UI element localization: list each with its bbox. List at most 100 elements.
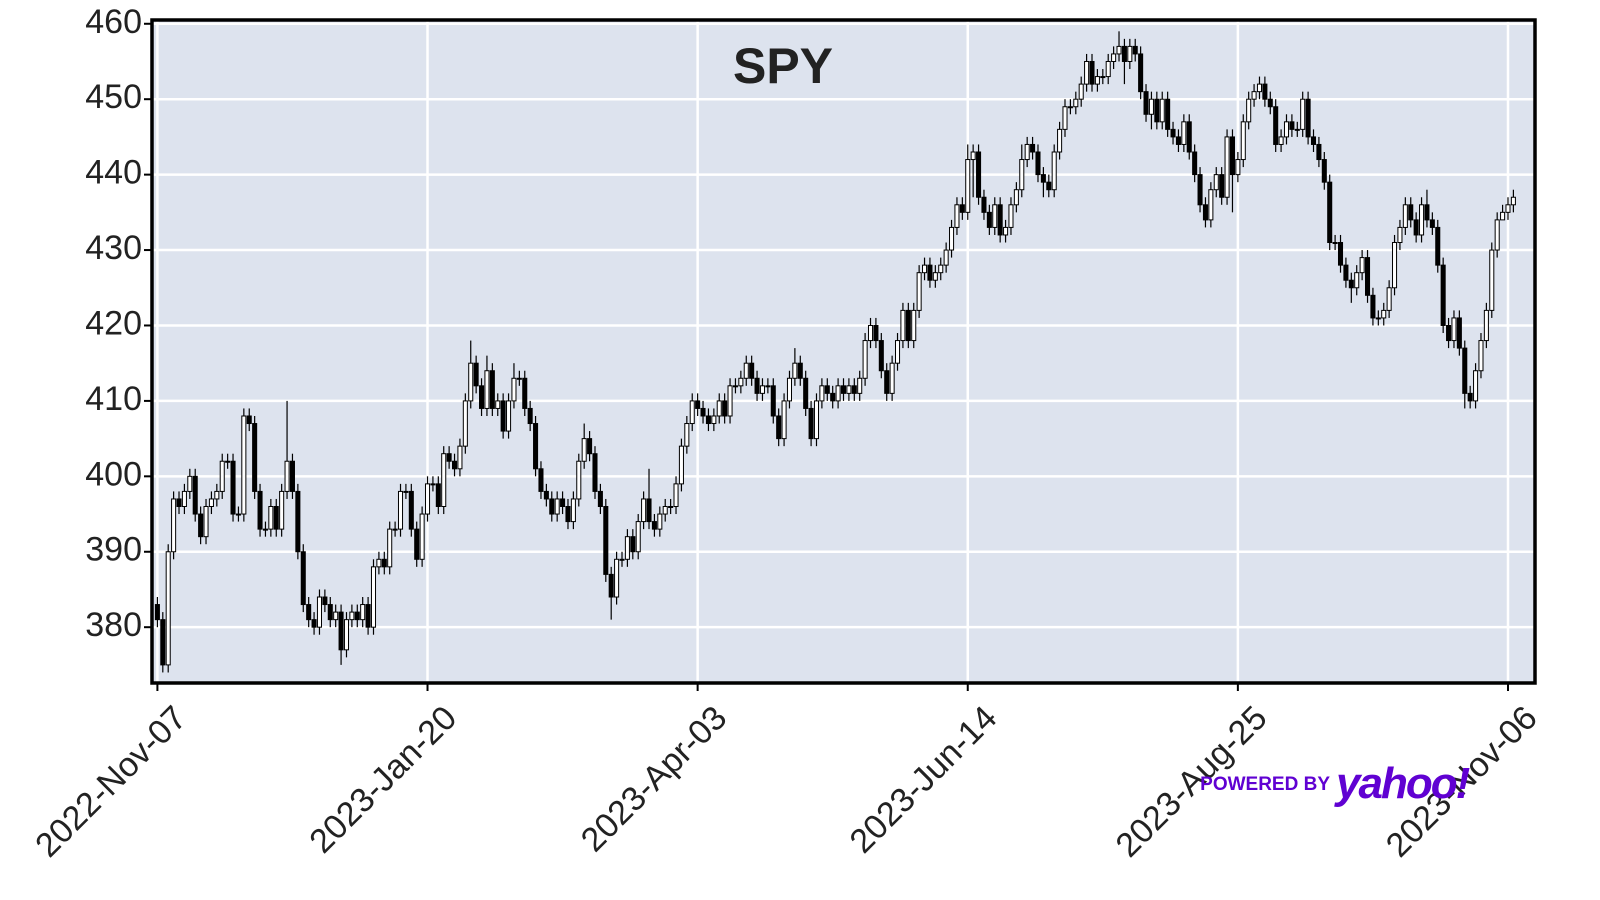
candle-body	[533, 423, 539, 470]
candle-body	[1473, 370, 1479, 402]
candle-body	[765, 385, 771, 388]
candle-body	[214, 490, 220, 500]
candle-body	[1040, 174, 1046, 183]
candle-body	[1094, 76, 1100, 85]
candle-body	[1354, 272, 1360, 289]
candle-body	[295, 490, 301, 553]
candle-body	[1429, 219, 1435, 228]
candle-body	[1073, 98, 1079, 108]
candle-body	[554, 498, 560, 515]
x-tick-label: 2023-Apr-03	[574, 699, 735, 860]
candle-body	[452, 460, 458, 470]
candle-body	[635, 521, 641, 553]
candle-body	[246, 415, 252, 425]
candle-body	[479, 385, 485, 409]
candle-body	[192, 475, 198, 515]
candle-body	[241, 415, 247, 515]
candle-body	[813, 400, 820, 440]
candle-body	[484, 370, 490, 409]
candle-body	[722, 400, 728, 417]
candle-body	[916, 272, 922, 311]
candle-body	[1332, 242, 1338, 245]
candle-body	[1224, 136, 1230, 198]
candle-body	[824, 385, 830, 394]
candle-body	[576, 460, 582, 500]
candle-body	[684, 423, 690, 447]
candle-body	[992, 204, 998, 228]
candle-body	[1121, 45, 1127, 62]
candle-body	[1494, 219, 1500, 251]
candle-body	[252, 423, 258, 492]
candle-body	[462, 400, 468, 447]
candle-body	[1370, 294, 1376, 319]
candle-body	[365, 604, 371, 628]
candle-body	[1235, 159, 1241, 176]
candle-body	[905, 309, 911, 342]
y-tick-label: 400	[85, 455, 142, 493]
candle-body	[1489, 249, 1495, 311]
candle-body	[181, 490, 187, 508]
candle-body	[376, 558, 382, 568]
candle-body	[1213, 174, 1219, 191]
chart-title: SPY	[733, 38, 833, 94]
candle-body	[705, 415, 711, 425]
candle-body	[154, 604, 160, 621]
y-tick-label: 460	[85, 3, 142, 41]
candle-body	[219, 460, 225, 492]
x-tick-label: 2023-Jan-20	[302, 699, 464, 861]
candle-body	[322, 596, 328, 606]
candle-body	[1365, 257, 1371, 296]
candle-body	[678, 445, 684, 485]
candle-body	[327, 604, 333, 621]
candle-body	[1138, 53, 1144, 93]
candle-body	[1462, 347, 1468, 394]
candle-body	[592, 453, 598, 492]
candle-body	[668, 506, 674, 509]
candle-body	[300, 551, 306, 606]
candle-body	[614, 558, 620, 598]
candle-body	[268, 506, 274, 530]
candle-body	[776, 415, 782, 440]
plot-background	[152, 20, 1535, 683]
candle-body	[1148, 98, 1154, 115]
candle-body	[1170, 128, 1176, 138]
candle-body	[306, 604, 312, 621]
candle-body	[516, 377, 522, 380]
candle-body	[473, 362, 479, 387]
candle-body	[1019, 159, 1025, 191]
candle-body	[203, 506, 209, 538]
y-tick-label: 430	[85, 229, 142, 267]
candle-body	[1035, 151, 1041, 176]
candle-body	[1413, 219, 1419, 236]
candle-body	[641, 498, 647, 523]
candle-body	[651, 521, 657, 530]
attribution-prefix: POWERED BY	[1200, 774, 1330, 795]
candle-body	[1381, 309, 1387, 319]
candle-body	[608, 573, 614, 598]
candle-body	[343, 619, 350, 651]
candle-body	[543, 490, 549, 500]
candle-body	[279, 490, 285, 530]
candle-body	[1089, 60, 1095, 85]
candle-body	[370, 566, 377, 628]
candle-body	[662, 506, 668, 515]
candle-body	[695, 400, 701, 409]
candle-body	[435, 483, 441, 508]
candle-body	[1300, 98, 1306, 130]
candle-body	[1132, 45, 1138, 55]
candle-body	[468, 362, 474, 402]
candle-body	[500, 400, 506, 432]
candle-body	[1192, 151, 1198, 176]
candle-body	[1446, 324, 1452, 342]
candle-body	[581, 438, 587, 462]
candle-body	[1229, 136, 1235, 176]
candle-body	[289, 460, 295, 492]
candle-body	[797, 362, 803, 379]
candle-body	[835, 385, 841, 402]
candle-body	[489, 370, 495, 409]
candle-body	[419, 513, 425, 560]
candle-body	[1262, 83, 1268, 100]
candle-body	[316, 596, 322, 628]
